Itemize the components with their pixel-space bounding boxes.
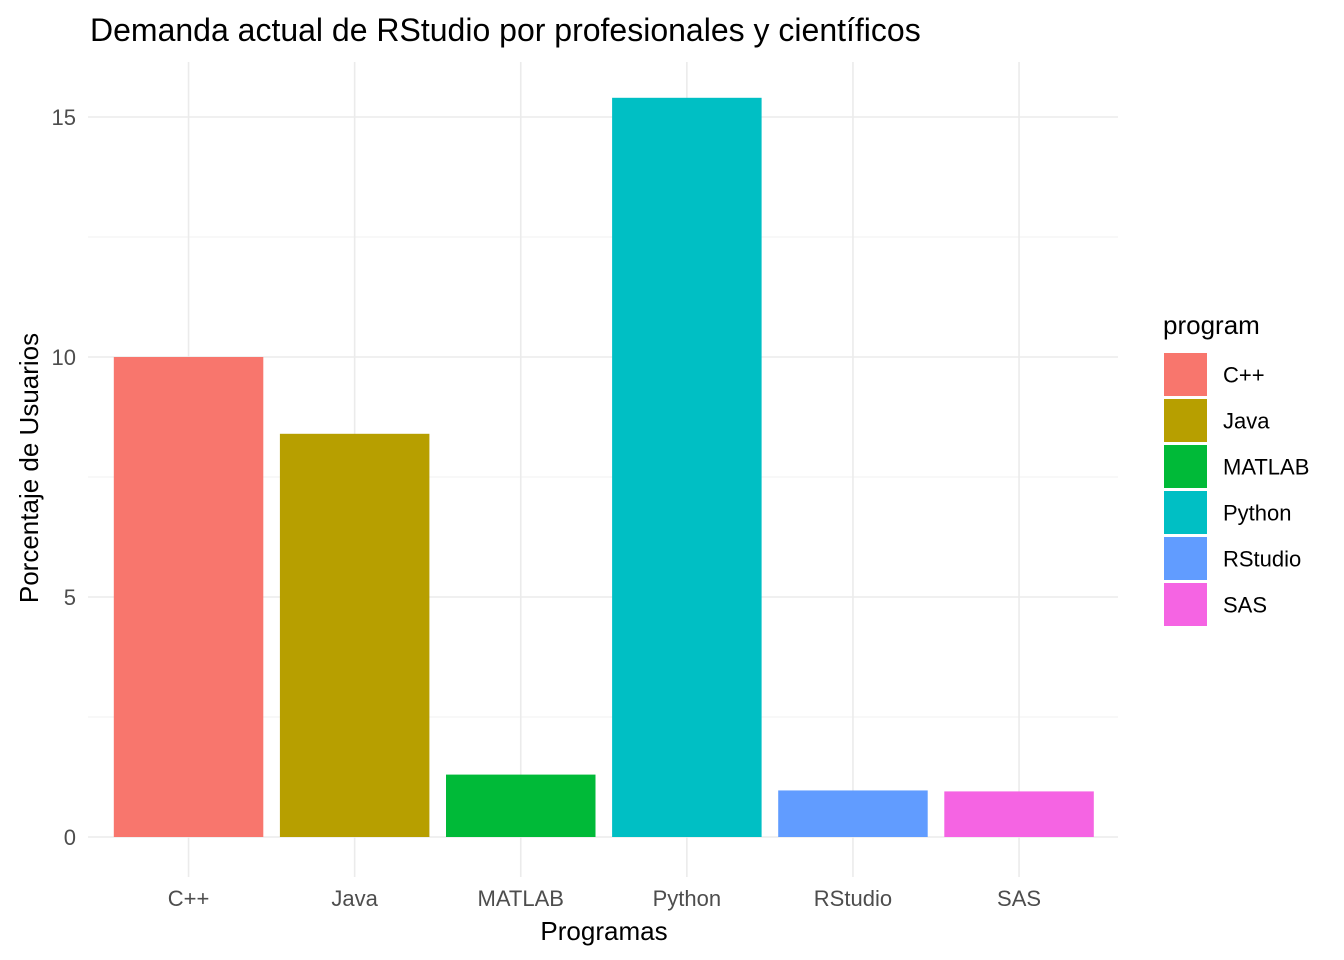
y-tick-label: 10 — [52, 345, 76, 370]
chart-title: Demanda actual de RStudio por profesiona… — [90, 12, 921, 48]
x-tick-label: SAS — [997, 886, 1041, 911]
x-tick-label: RStudio — [814, 886, 892, 911]
x-axis-ticks: C++ Java MATLAB Python RStudio SAS — [168, 886, 1041, 911]
legend-label: MATLAB — [1223, 455, 1309, 480]
legend-label: RStudio — [1223, 547, 1301, 572]
legend-label: C++ — [1223, 363, 1265, 388]
legend-label: Python — [1223, 501, 1292, 526]
legend-label: SAS — [1223, 593, 1267, 618]
bar-c- — [113, 357, 264, 837]
x-axis-title: Programas — [540, 916, 667, 946]
bar-java — [279, 433, 430, 837]
legend-key — [1164, 353, 1207, 396]
x-tick-label: MATLAB — [478, 886, 564, 911]
y-axis-title: Porcentaje de Usuarios — [14, 333, 44, 603]
x-tick-label: C++ — [168, 886, 210, 911]
legend-key — [1164, 491, 1207, 534]
bar-matlab — [446, 774, 596, 837]
legend-key — [1164, 399, 1207, 442]
bar-sas — [944, 791, 1094, 837]
x-tick-label: Java — [331, 886, 378, 911]
legend-title: program — [1163, 310, 1260, 340]
x-tick-label: Python — [653, 886, 722, 911]
y-tick-label: 5 — [64, 585, 76, 610]
y-tick-label: 0 — [64, 825, 76, 850]
bar-python — [612, 97, 762, 838]
bars — [113, 97, 1094, 838]
bar-rstudio — [778, 790, 928, 837]
legend-key — [1164, 583, 1207, 626]
legend: program C++ Java MATLAB Python RStudio SAS — [1163, 310, 1309, 626]
y-tick-label: 15 — [52, 105, 76, 130]
legend-key — [1164, 537, 1207, 580]
legend-key — [1164, 445, 1207, 488]
legend-label: Java — [1223, 409, 1270, 434]
y-axis-ticks: 0 5 10 15 — [52, 105, 76, 850]
